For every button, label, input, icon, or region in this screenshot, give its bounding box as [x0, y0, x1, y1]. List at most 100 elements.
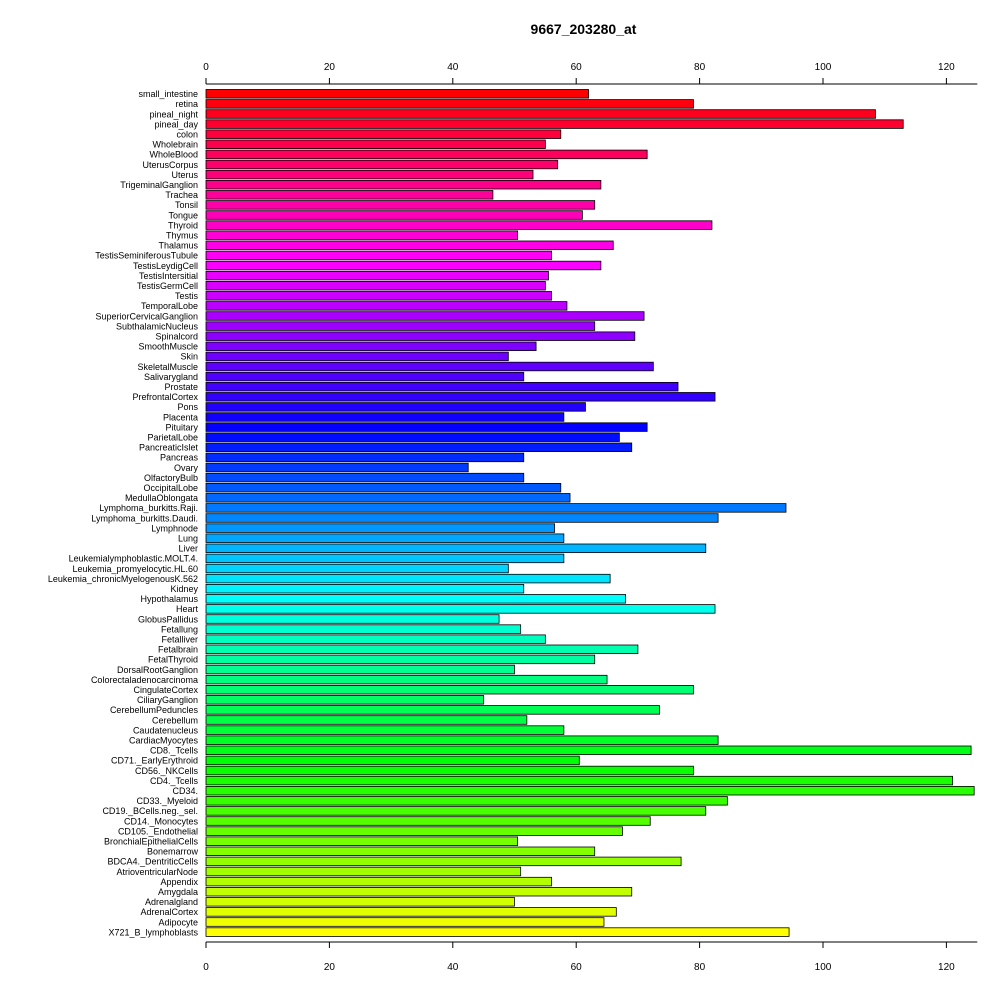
category-label: CD14._Monocytes — [124, 816, 199, 826]
bar — [205, 89, 589, 99]
category-label: Colorectaladenocarcinoma — [91, 675, 198, 685]
bar — [205, 321, 596, 331]
category-label: colon — [176, 130, 198, 140]
category-label: Hypothalamus — [140, 594, 198, 604]
bar — [205, 291, 552, 301]
bar — [205, 543, 707, 554]
category-label: Trachea — [165, 190, 198, 200]
category-label: pineal_night — [149, 109, 198, 119]
category-label: SkeletalMuscle — [137, 362, 198, 372]
category-label: TestisIntersitial — [139, 271, 198, 281]
category-label: Lymphoma_burkitts.Raji. — [99, 503, 198, 513]
bar — [205, 765, 694, 776]
category-label: AtrioventricularNode — [116, 867, 198, 877]
bar — [205, 149, 648, 160]
category-label: SubthalamicNucleus — [116, 321, 199, 331]
bar — [205, 331, 636, 341]
category-label: Testis — [175, 291, 199, 301]
bar — [205, 836, 518, 846]
bar — [205, 573, 611, 584]
bar-series — [205, 89, 975, 937]
bar — [205, 705, 660, 715]
bar — [205, 381, 679, 392]
bottom-axis-tick-label: 0 — [203, 962, 209, 973]
category-label: retina — [175, 99, 198, 109]
top-axis-tick-label: 100 — [815, 62, 832, 73]
category-label: TrigeminalGanglion — [120, 180, 198, 190]
category-label: Spinalcord — [155, 332, 198, 342]
bar — [205, 99, 694, 109]
bar — [205, 654, 596, 665]
category-label: Heart — [176, 604, 199, 614]
category-label: Prostate — [164, 382, 198, 392]
bar — [205, 745, 972, 756]
category-label: CD33._Myeloid — [136, 796, 198, 806]
bar — [205, 402, 586, 412]
category-label: PancreaticIslet — [139, 443, 199, 453]
bottom-axis-tick-label: 80 — [694, 962, 706, 973]
category-label: Tonsil — [175, 200, 198, 210]
bottom-axis-tick-label: 20 — [324, 962, 336, 973]
bar — [205, 887, 633, 897]
category-label: Wholebrain — [152, 140, 198, 150]
bar — [205, 796, 728, 806]
bar — [205, 371, 525, 382]
bar — [205, 230, 518, 240]
chart-title: 9667_203280_at — [530, 21, 637, 37]
category-label: Pons — [177, 402, 198, 412]
bar — [205, 119, 904, 129]
category-label: TestisSeminiferousTubule — [95, 251, 198, 261]
bar — [205, 210, 583, 220]
bar — [205, 856, 682, 867]
top-axis-tick-label: 60 — [571, 62, 583, 73]
bar — [205, 917, 605, 927]
bar — [205, 361, 654, 372]
bar — [205, 493, 571, 503]
bar — [205, 876, 552, 887]
category-label: CD8._Tcells — [150, 746, 199, 756]
category-label: X721_B_lymphoblasts — [108, 927, 198, 937]
category-labels: small_intestineretinapineal_nightpineal_… — [48, 89, 199, 937]
bar — [205, 826, 623, 836]
category-label: Thymus — [166, 231, 199, 241]
bottom-axis-tick-label: 60 — [571, 962, 583, 973]
category-label: Caudatenucleus — [133, 725, 199, 735]
bar — [205, 664, 515, 675]
bar — [205, 240, 614, 251]
bar — [205, 462, 469, 473]
bar — [205, 482, 562, 493]
bar — [205, 695, 485, 705]
bar — [205, 806, 707, 816]
bar — [205, 351, 509, 362]
category-label: Thalamus — [158, 241, 198, 251]
bar — [205, 897, 515, 907]
bar — [205, 634, 546, 644]
category-label: TestisGermCell — [137, 281, 198, 291]
category-label: BDCA4._DentriticCells — [107, 857, 198, 867]
category-label: small_intestine — [138, 89, 198, 99]
bar — [205, 553, 565, 564]
bar — [205, 250, 552, 261]
category-label: Tongue — [168, 210, 198, 220]
category-label: MedullaOblongata — [125, 493, 198, 503]
category-label: Fetalliver — [161, 635, 198, 645]
category-label: Lymphnode — [151, 523, 198, 533]
bar — [205, 614, 500, 624]
top-axis-tick-label: 120 — [938, 62, 955, 73]
category-label: CD56._NKCells — [135, 766, 199, 776]
bar — [205, 715, 528, 725]
category-label: CD4._Tcells — [150, 776, 199, 786]
top-axis-tick-label: 0 — [203, 62, 209, 73]
category-label: Leukemia_promyelocytic.HL.60 — [72, 564, 198, 574]
category-label: Ovary — [174, 463, 199, 473]
bar — [205, 452, 525, 463]
bar — [205, 270, 549, 281]
category-label: Kidney — [170, 584, 198, 594]
bar — [205, 755, 580, 766]
category-label: Salivarygland — [144, 372, 198, 382]
bar — [205, 584, 525, 594]
bar — [205, 159, 559, 170]
top-axis-tick-label: 40 — [447, 62, 459, 73]
category-label: FetalThyroid — [148, 655, 198, 665]
category-label: WholeBlood — [149, 150, 198, 160]
